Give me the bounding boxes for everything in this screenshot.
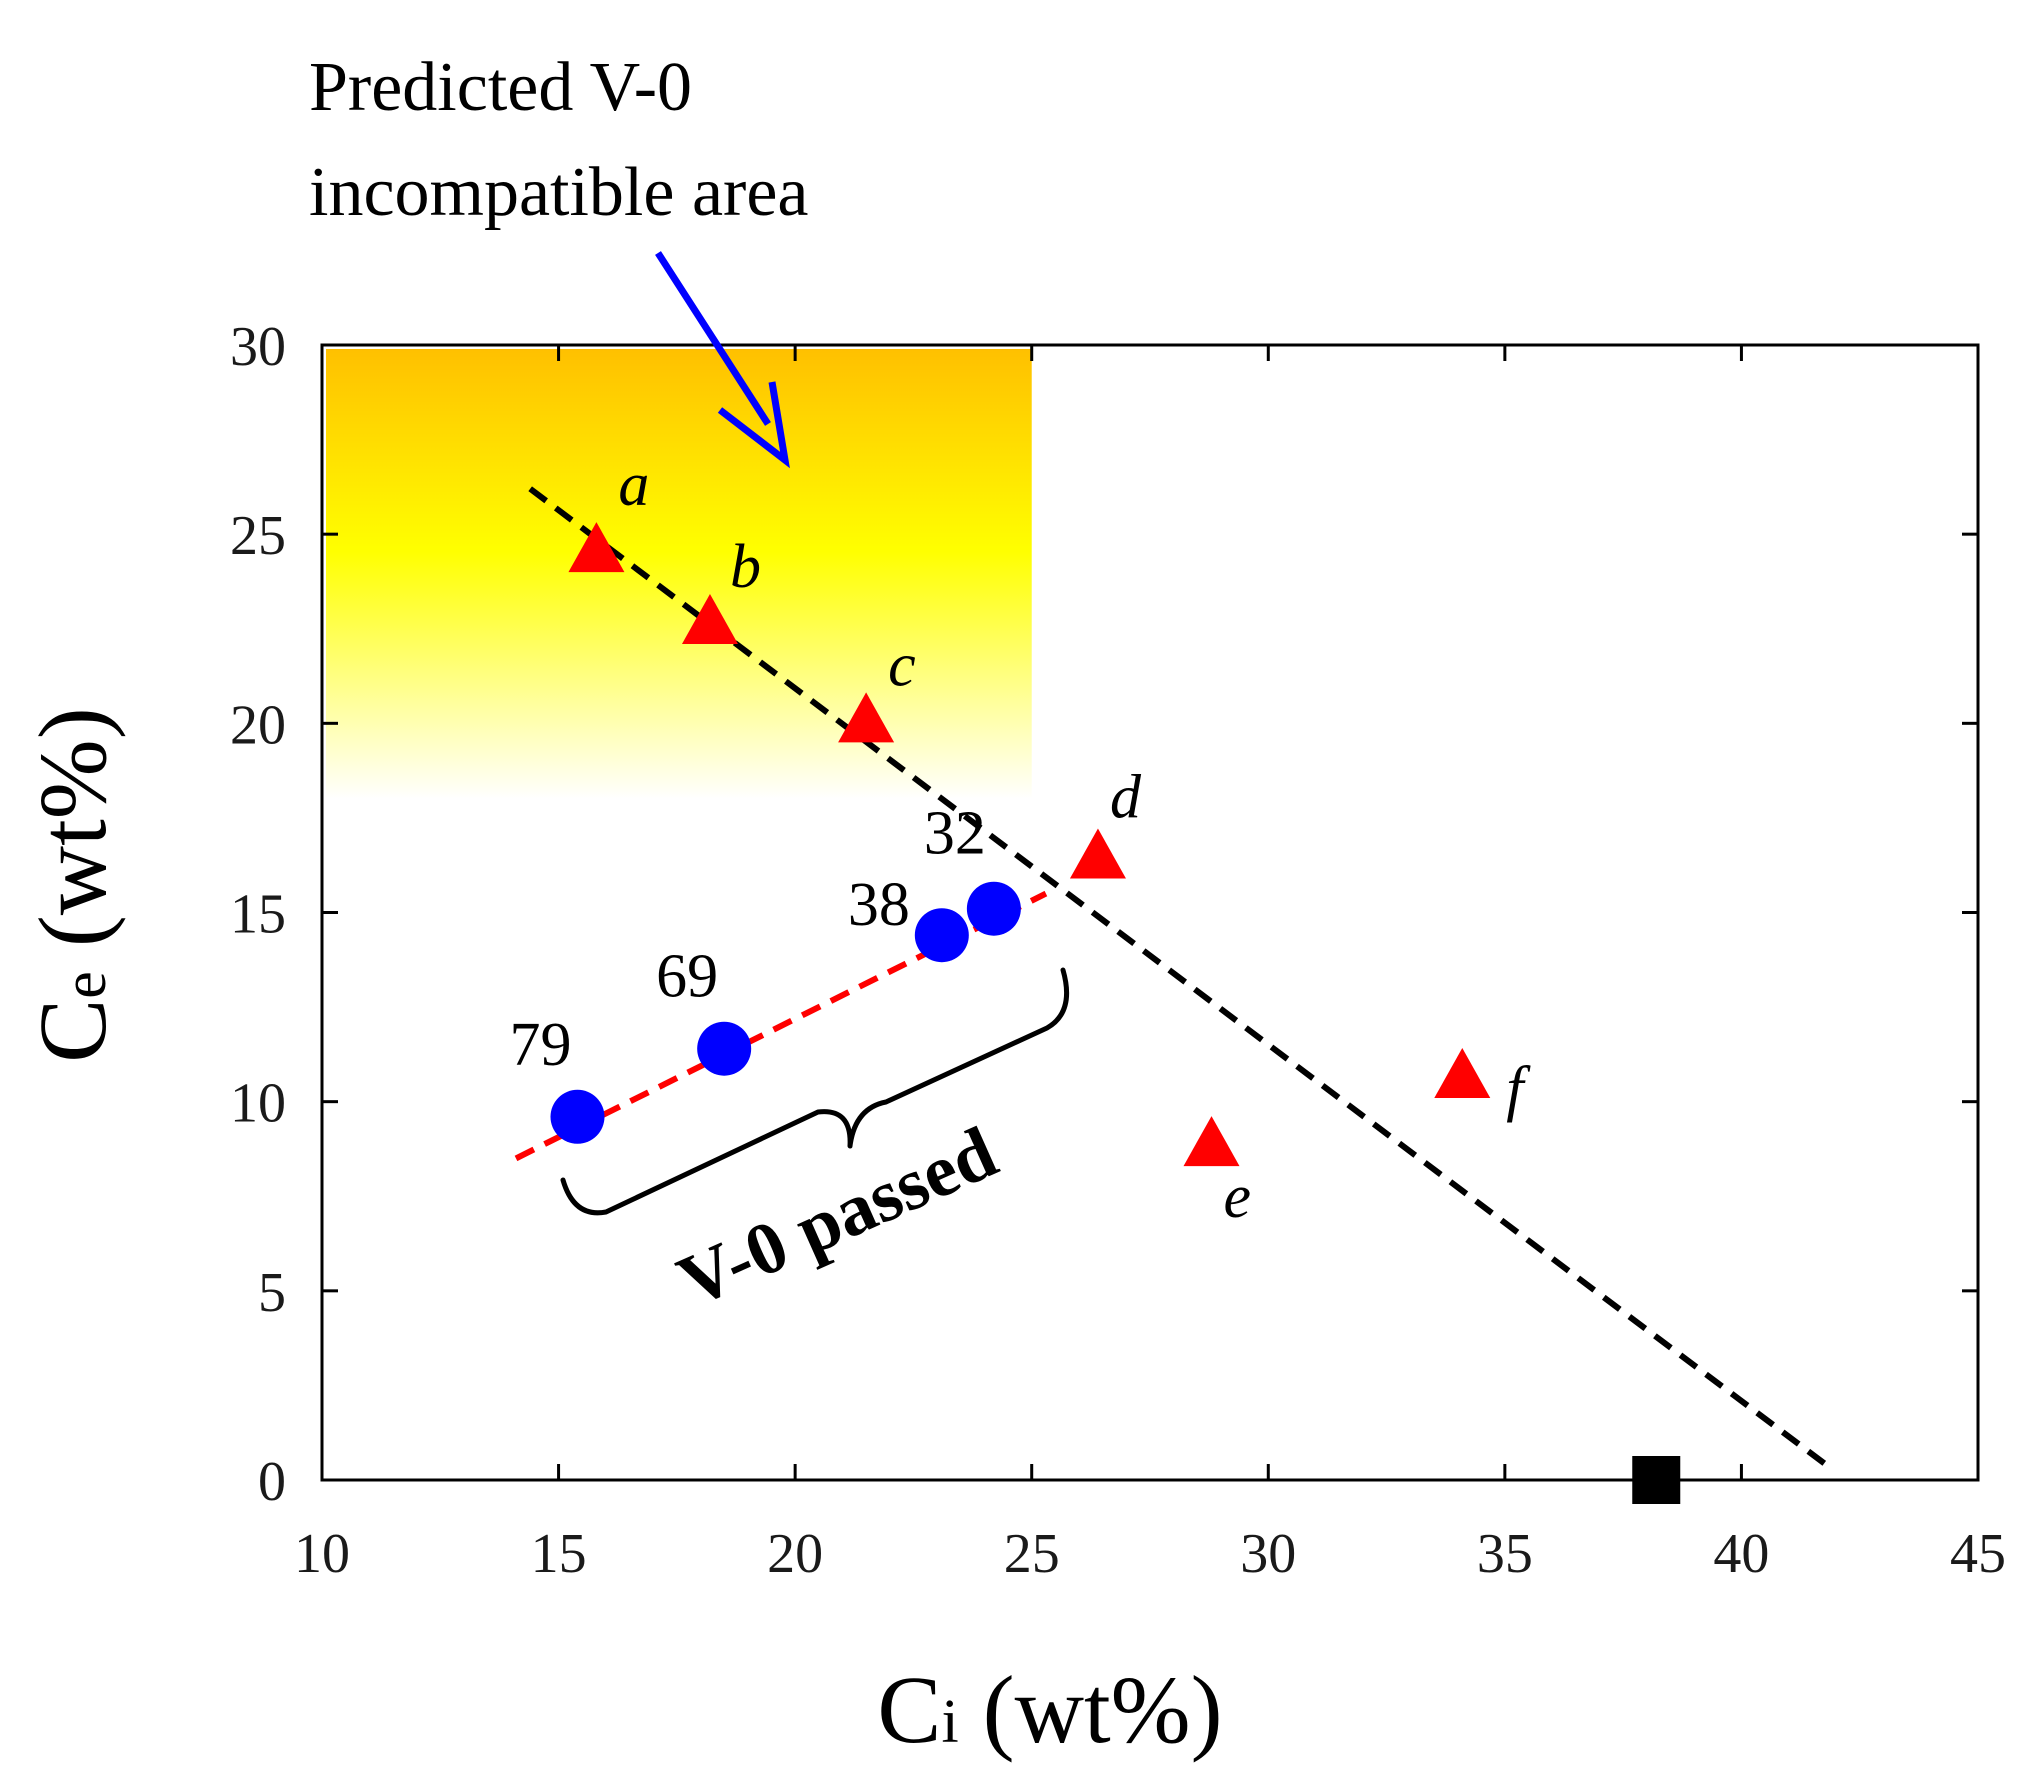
circle-marker [550, 1089, 605, 1144]
point-label: 32 [924, 800, 986, 868]
square-marker [1632, 1456, 1681, 1504]
annotation-line-2: incompatible area [309, 154, 808, 231]
annotation-arrow-head-icon [717, 381, 790, 469]
y-tick-label: 15 [230, 884, 286, 946]
triangle-marker [1434, 1047, 1491, 1098]
circle-marker [697, 1021, 752, 1076]
y-axis-title: Ce (wt%) [19, 707, 126, 1062]
y-tick-label: 20 [230, 694, 286, 756]
x-tick-label: 40 [1713, 1523, 1769, 1585]
triangle-marker [1069, 828, 1126, 879]
x-axis-title: Ci (wt%) [877, 1656, 1222, 1763]
x-axis-title-sub: i [941, 1688, 958, 1756]
point-label: f [1506, 1055, 1531, 1123]
y-tick-label: 10 [230, 1073, 286, 1135]
y-axis-title-main: C [19, 999, 126, 1063]
triangle-marker [568, 522, 625, 573]
y-tick-label: 5 [258, 1262, 286, 1324]
triangle-marker [1183, 1116, 1240, 1167]
black-dashed-trend-line [528, 486, 1834, 1472]
circle-marker [914, 908, 969, 963]
x-tick-label: 30 [1240, 1523, 1296, 1585]
point-label: a [618, 451, 649, 519]
x-tick-label: 20 [767, 1523, 823, 1585]
y-tick-label: 0 [258, 1451, 286, 1513]
point-label: 69 [656, 943, 718, 1011]
x-tick-label: 35 [1477, 1523, 1533, 1585]
x-tick-label: 25 [1004, 1523, 1060, 1585]
y-axis-title-rest: (wt%) [19, 707, 126, 971]
x-tick-label: 45 [1950, 1523, 2006, 1585]
data-markers [550, 522, 1681, 1504]
point-label: 38 [848, 871, 910, 939]
triangle-marker [681, 593, 738, 644]
y-axis-title-sub: e [51, 971, 119, 999]
y-tick-label: 25 [230, 505, 286, 567]
x-axis-title-rest: (wt%) [959, 1656, 1223, 1763]
point-label: d [1110, 764, 1142, 832]
y-tick-label: 30 [230, 316, 286, 378]
circle-marker [966, 881, 1021, 936]
x-tick-label: 15 [531, 1523, 587, 1585]
y-axis-ticks: 0 5 10 15 20 25 30 [230, 316, 1978, 1513]
x-axis-title-main: C [877, 1656, 941, 1763]
annotation-arrow-shaft [655, 251, 771, 426]
annotation-line-1: Predicted V-0 [309, 49, 692, 126]
point-label: c [888, 631, 916, 699]
incompatible-region [326, 349, 1032, 799]
v0-passed-brace [560, 967, 1070, 1216]
point-label: b [730, 533, 761, 601]
point-label: e [1224, 1163, 1252, 1231]
triangle-marker [838, 692, 895, 743]
x-axis-ticks: 10 15 20 25 30 35 40 45 [294, 345, 2006, 1585]
point-label: 79 [509, 1011, 571, 1079]
v0-passed-label: V-0 passed [667, 1111, 1009, 1323]
x-tick-label: 10 [294, 1523, 350, 1585]
